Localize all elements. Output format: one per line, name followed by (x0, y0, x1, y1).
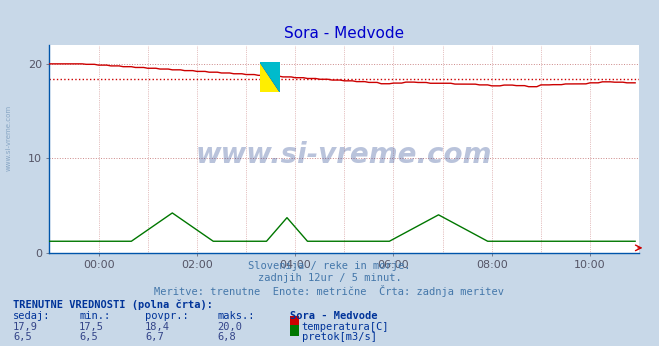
Text: 6,7: 6,7 (145, 332, 163, 342)
Text: 17,5: 17,5 (79, 322, 104, 333)
Text: 18,4: 18,4 (145, 322, 170, 333)
Title: Sora - Medvode: Sora - Medvode (284, 26, 405, 41)
Text: Slovenija / reke in morje.: Slovenija / reke in morje. (248, 261, 411, 271)
Text: 6,5: 6,5 (79, 332, 98, 342)
Polygon shape (260, 62, 280, 92)
Text: temperatura[C]: temperatura[C] (302, 322, 389, 333)
Text: www.si-vreme.com: www.si-vreme.com (5, 105, 12, 172)
Text: 6,8: 6,8 (217, 332, 236, 342)
Text: 6,5: 6,5 (13, 332, 32, 342)
Text: 17,9: 17,9 (13, 322, 38, 333)
Polygon shape (270, 62, 280, 77)
Text: Meritve: trenutne  Enote: metrične  Črta: zadnja meritev: Meritve: trenutne Enote: metrične Črta: … (154, 285, 505, 298)
Text: zadnjih 12ur / 5 minut.: zadnjih 12ur / 5 minut. (258, 273, 401, 283)
Text: pretok[m3/s]: pretok[m3/s] (302, 332, 377, 342)
Polygon shape (260, 62, 280, 92)
Polygon shape (260, 62, 280, 92)
Text: Sora - Medvode: Sora - Medvode (290, 311, 378, 321)
Text: min.:: min.: (79, 311, 110, 321)
Text: sedaj:: sedaj: (13, 311, 51, 321)
Polygon shape (260, 77, 280, 92)
Text: maks.:: maks.: (217, 311, 255, 321)
Text: www.si-vreme.com: www.si-vreme.com (196, 141, 492, 169)
Text: TRENUTNE VREDNOSTI (polna črta):: TRENUTNE VREDNOSTI (polna črta): (13, 299, 213, 310)
Text: 20,0: 20,0 (217, 322, 243, 333)
Polygon shape (260, 62, 270, 77)
Text: povpr.:: povpr.: (145, 311, 188, 321)
